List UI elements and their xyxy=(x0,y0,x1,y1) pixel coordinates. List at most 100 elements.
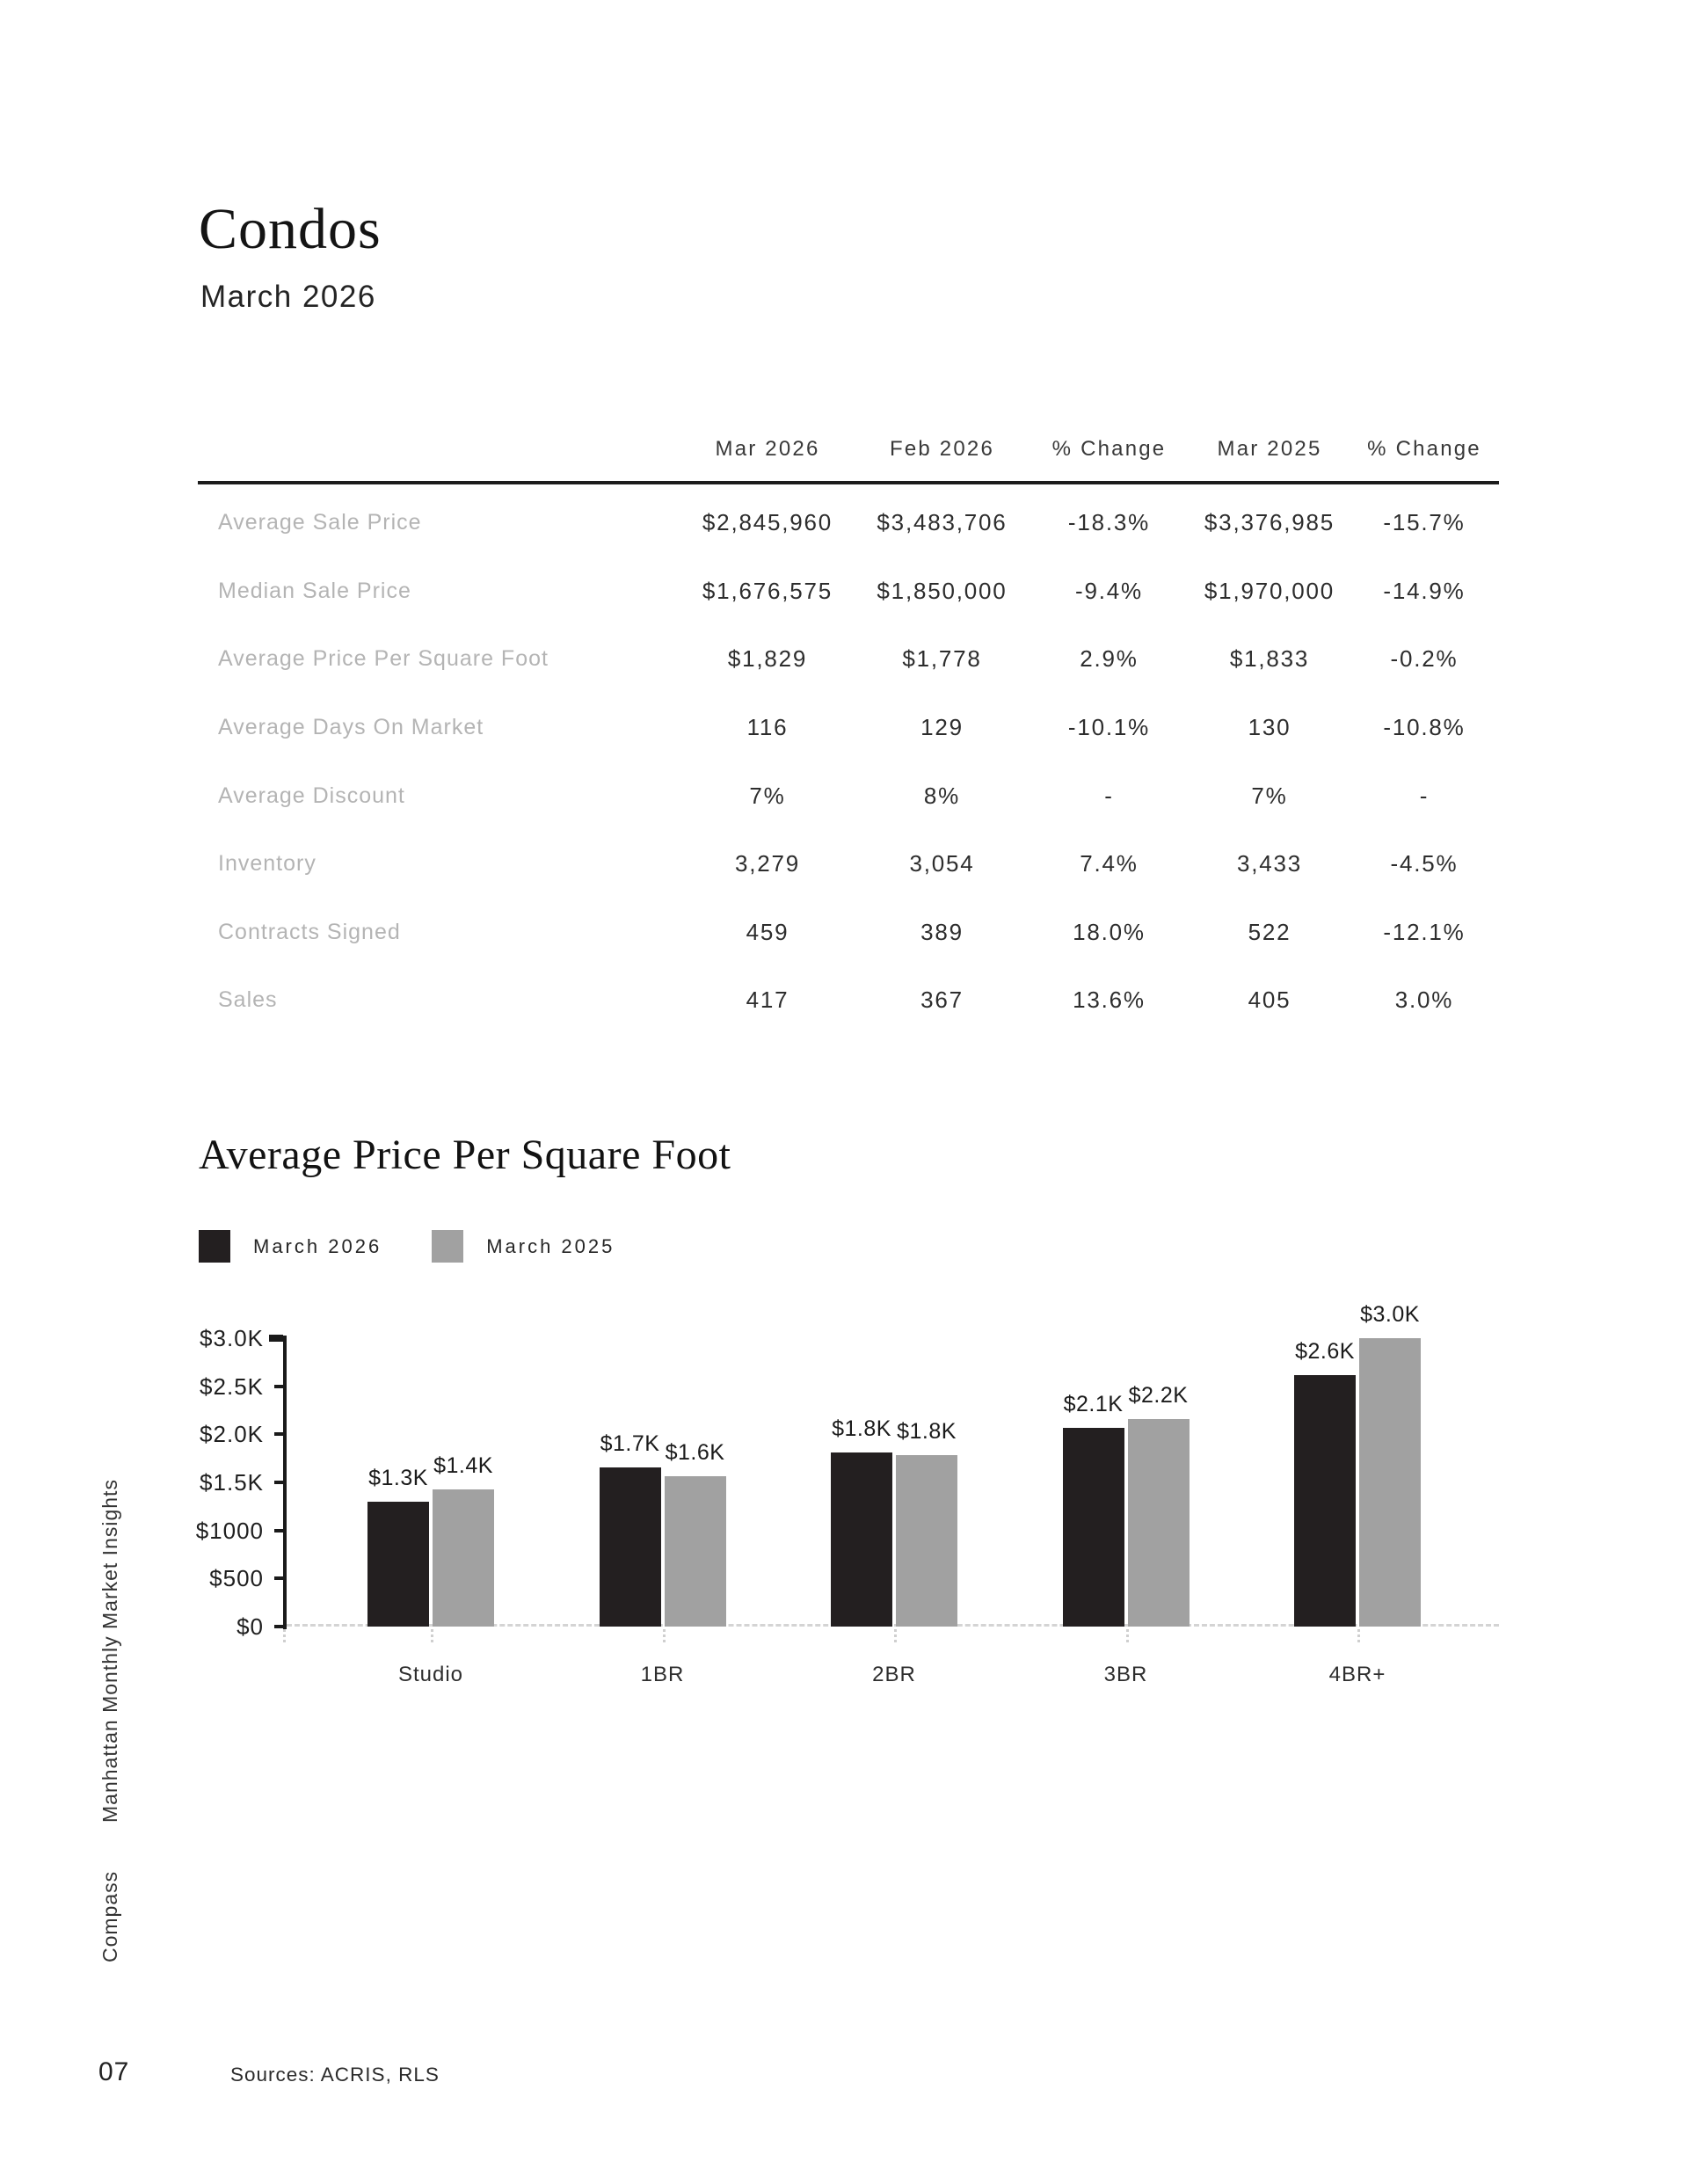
table-cell: 7% xyxy=(749,782,786,809)
table-cell: $1,850,000 xyxy=(877,577,1008,604)
table-cell: $1,778 xyxy=(902,645,982,673)
bar-value-label: $1.8K xyxy=(832,1416,891,1441)
row-label: Average Days On Market xyxy=(218,715,484,740)
table-cell: $3,483,706 xyxy=(877,509,1008,536)
bar-current xyxy=(367,1502,429,1627)
bar-current xyxy=(1062,1428,1124,1627)
page-subtitle: March 2026 xyxy=(200,280,376,314)
table-cell: 405 xyxy=(1248,986,1291,1014)
y-tick-mark xyxy=(274,1384,283,1388)
y-tick-label: $1000 xyxy=(195,1517,264,1544)
table-header-cell: Mar 2026 xyxy=(715,437,820,461)
x-tick-mark xyxy=(894,1629,897,1642)
table-row: Sales 417 367 13.6% 405 3.0% xyxy=(198,966,1499,1035)
legend-label: March 2026 xyxy=(253,1234,382,1257)
table-cell: 13.6% xyxy=(1073,986,1146,1014)
table-cell: 18.0% xyxy=(1073,918,1146,945)
table-header-cell: % Change xyxy=(1367,437,1481,461)
table-cell: -10.8% xyxy=(1383,714,1466,741)
table-cell: -18.3% xyxy=(1067,509,1151,536)
bar-current xyxy=(1294,1375,1356,1627)
table-cell: 389 xyxy=(920,918,964,945)
table-cell: 459 xyxy=(746,918,789,945)
table-cell: -0.2% xyxy=(1390,645,1459,673)
bar-prior xyxy=(896,1455,957,1627)
table-row: Average Price Per Square Foot $1,829 $1,77… xyxy=(198,625,1499,694)
table-cell: -10.1% xyxy=(1067,714,1151,741)
table-cell: $1,676,575 xyxy=(702,577,833,604)
x-tick-mark xyxy=(283,1629,286,1642)
table-cell: 116 xyxy=(746,714,789,741)
bar-prior xyxy=(1359,1338,1421,1627)
bar-current xyxy=(599,1467,661,1627)
table-cell: 3,054 xyxy=(909,850,975,877)
table-cell: -12.1% xyxy=(1383,918,1466,945)
category-label: 1BR xyxy=(640,1663,685,1686)
chart-heading: Average Price Per Square Foot xyxy=(199,1132,731,1178)
table-cell: $1,970,000 xyxy=(1204,577,1335,604)
category-label: 4BR+ xyxy=(1328,1663,1386,1686)
bar-prior xyxy=(1127,1419,1190,1627)
table-header-row: Mar 2026 Feb 2026 % Change Mar 2025 % Change xyxy=(198,429,1499,470)
table-header-cell: Feb 2026 xyxy=(889,437,994,461)
table-cell: 417 xyxy=(746,986,789,1014)
table-body: Average Sale Price $2,845,960 $3,483,706 -1… xyxy=(198,489,1499,1035)
bar-value-label: $2.1K xyxy=(1063,1392,1124,1416)
category-label: 2BR xyxy=(872,1663,916,1686)
table-cell: 2.9% xyxy=(1080,645,1139,673)
y-axis-line xyxy=(283,1336,287,1629)
table-cell: -14.9% xyxy=(1383,577,1466,604)
table-header-rule xyxy=(198,481,1499,484)
table-cell: $1,829 xyxy=(727,645,808,673)
table-row: Average Discount 7% 8% - 7% - xyxy=(198,761,1499,830)
table-cell: -9.4% xyxy=(1075,577,1143,604)
y-tick-label: $1.5K xyxy=(200,1469,264,1496)
y-tick-label: $0 xyxy=(236,1613,264,1640)
table-cell: 7.4% xyxy=(1080,850,1139,877)
page-number: 07 xyxy=(98,2057,130,2086)
bar-value-label: $1.6K xyxy=(665,1440,725,1465)
table-row: Median Sale Price $1,676,575 $1,850,000 -9.… xyxy=(198,557,1499,626)
row-label: Sales xyxy=(218,987,278,1013)
row-label: Average Discount xyxy=(218,783,405,808)
sources-note: Sources: ACRIS, RLS xyxy=(230,2064,440,2086)
table-row: Contracts Signed 459 389 18.0% 522 -12.1% xyxy=(198,899,1499,967)
bar-value-label: $2.6K xyxy=(1295,1339,1355,1364)
bar-current xyxy=(831,1452,892,1627)
x-tick-mark xyxy=(1125,1629,1129,1642)
bar-value-label: $1.4K xyxy=(433,1453,493,1478)
table-cell: 522 xyxy=(1248,918,1291,945)
table-cell: $1,833 xyxy=(1229,645,1310,673)
y-tick-label: $2.0K xyxy=(200,1421,264,1448)
y-tick-mark xyxy=(274,1576,283,1581)
table-cell: 129 xyxy=(920,714,964,741)
y-tick-label: $2.5K xyxy=(200,1372,264,1400)
table-cell: 130 xyxy=(1248,714,1291,741)
table-cell: - xyxy=(1419,782,1430,809)
y-tick-label: $3.0K xyxy=(200,1325,264,1351)
table-cell: - xyxy=(1104,782,1114,809)
row-label: Contracts Signed xyxy=(218,919,401,944)
table-cell: 3,433 xyxy=(1236,850,1303,877)
page-title: Condos xyxy=(199,197,382,261)
x-tick-mark xyxy=(662,1629,666,1642)
y-tick-mark xyxy=(269,1335,283,1342)
table-cell: 8% xyxy=(923,782,961,809)
legend-swatch xyxy=(432,1230,464,1263)
table-cell: 7% xyxy=(1251,782,1288,809)
legend-label: March 2025 xyxy=(486,1234,615,1257)
x-tick-mark xyxy=(431,1629,433,1642)
row-label: Median Sale Price xyxy=(218,578,411,603)
y-tick-mark xyxy=(274,1432,283,1437)
zero-gridline xyxy=(287,1624,1499,1627)
table-cell: 3.0% xyxy=(1394,986,1454,1014)
table-cell: 367 xyxy=(920,986,964,1014)
bar-prior xyxy=(433,1489,494,1627)
legend-item: March 2026 xyxy=(199,1230,382,1263)
row-label: Average Sale Price xyxy=(218,510,422,535)
sidebar-brand: Compass xyxy=(98,1870,121,1962)
legend-swatch xyxy=(199,1230,230,1263)
row-label: Inventory xyxy=(218,851,316,877)
